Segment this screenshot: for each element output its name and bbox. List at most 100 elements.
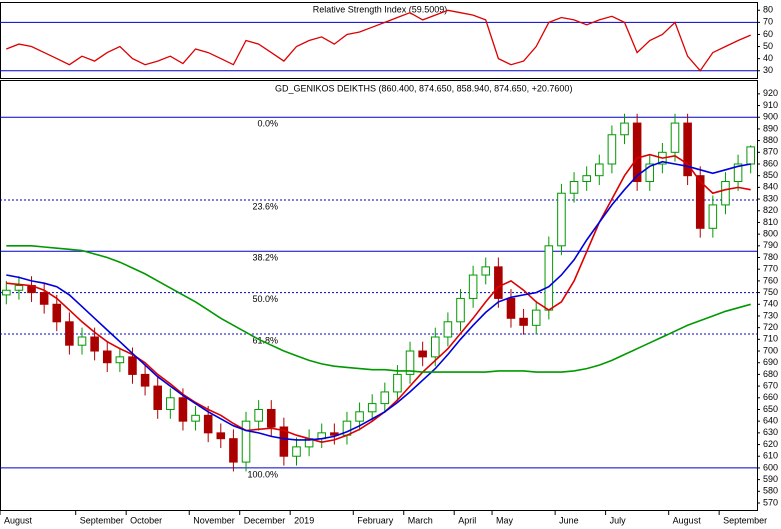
y-tick-label: 60 xyxy=(763,29,773,39)
x-tick-label: December xyxy=(244,515,286,525)
y-tick-label: 790 xyxy=(763,240,778,250)
y-tick-label: 630 xyxy=(763,427,778,437)
y-tick-label: 910 xyxy=(763,100,778,110)
fib-label: 0.0% xyxy=(257,119,278,129)
rsi-title: Relative Strength Index (59.5009) xyxy=(313,4,448,14)
x-tick-label: June xyxy=(559,515,579,525)
candle-body xyxy=(733,163,743,183)
candle-body xyxy=(531,309,541,326)
candle-body xyxy=(254,408,263,422)
y-tick-label: 640 xyxy=(763,416,778,426)
price-panel xyxy=(0,80,758,511)
candle-body xyxy=(582,175,591,183)
x-tick-label: April xyxy=(458,515,476,525)
candle-body xyxy=(14,285,24,291)
candle-body xyxy=(430,336,440,358)
y-tick-label: 50 xyxy=(763,41,773,51)
candle-body xyxy=(557,192,566,247)
y-tick-label: 620 xyxy=(763,439,778,449)
y-tick-label: 710 xyxy=(763,334,778,344)
y-tick-label: 830 xyxy=(763,193,778,203)
candle-body xyxy=(405,350,415,375)
y-tick-label: 70 xyxy=(763,17,773,27)
rsi-line xyxy=(6,9,751,72)
candle-body xyxy=(494,266,503,299)
candle-body xyxy=(2,289,11,296)
candle-body xyxy=(115,356,125,364)
x-tick-label: March xyxy=(408,515,433,525)
y-tick-label: 40 xyxy=(763,53,773,63)
candle-body xyxy=(695,175,705,229)
candle-body xyxy=(620,122,629,136)
candle-body xyxy=(721,181,730,206)
fib-label: 61.8% xyxy=(252,335,278,345)
candle-body xyxy=(166,397,175,410)
candle-body xyxy=(393,373,402,393)
candle-body xyxy=(519,317,528,326)
candle-body xyxy=(241,420,251,463)
x-tick-label: February xyxy=(357,515,394,525)
candle-body xyxy=(670,122,680,153)
candle-body xyxy=(65,321,74,346)
y-tick-label: 610 xyxy=(763,451,778,461)
y-tick-label: 660 xyxy=(763,392,778,402)
y-tick-label: 740 xyxy=(763,299,778,309)
y-tick-label: 570 xyxy=(763,497,778,507)
candle-body xyxy=(266,408,276,428)
y-tick-label: 720 xyxy=(763,322,778,332)
x-tick-label: July xyxy=(610,515,627,525)
y-tick-label: 770 xyxy=(763,264,778,274)
y-tick-label: 920 xyxy=(763,88,778,98)
candle-body xyxy=(330,432,339,436)
y-tick-label: 840 xyxy=(763,182,778,192)
y-tick-label: 650 xyxy=(763,404,778,414)
candle-body xyxy=(153,385,162,410)
fib-label: 50.0% xyxy=(252,294,278,304)
x-tick-label: 2019 xyxy=(294,515,314,525)
rsi-panel xyxy=(0,2,758,79)
candle-body xyxy=(468,274,478,299)
y-tick-label: 730 xyxy=(763,310,778,320)
y-tick-label: 800 xyxy=(763,229,778,239)
moving-average xyxy=(6,153,751,444)
y-tick-label: 820 xyxy=(763,205,778,215)
candle-body xyxy=(39,292,49,305)
x-tick-label: August xyxy=(673,515,702,525)
candle-body xyxy=(607,134,617,165)
fib-label: 38.2% xyxy=(252,253,278,263)
moving-average xyxy=(6,245,751,373)
candle-body xyxy=(128,356,137,375)
candle-body xyxy=(90,336,99,352)
y-tick-label: 890 xyxy=(763,123,778,133)
candle-body xyxy=(102,350,112,364)
x-tick-label: October xyxy=(130,515,162,525)
y-tick-label: 30 xyxy=(763,65,773,75)
candle-body xyxy=(367,403,377,413)
candle-body xyxy=(683,122,692,177)
x-tick-label: September xyxy=(723,515,767,525)
y-tick-label: 590 xyxy=(763,474,778,484)
candle-body xyxy=(216,432,226,440)
candle-body xyxy=(481,266,491,276)
candle-body xyxy=(708,204,718,229)
y-tick-label: 670 xyxy=(763,380,778,390)
y-tick-label: 860 xyxy=(763,158,778,168)
fib-label: 100.0% xyxy=(247,469,278,479)
candle-body xyxy=(569,181,579,194)
y-tick-label: 760 xyxy=(763,275,778,285)
y-tick-label: 750 xyxy=(763,287,778,297)
candle-body xyxy=(279,426,289,457)
x-tick-label: November xyxy=(193,515,235,525)
y-tick-label: 580 xyxy=(763,486,778,496)
y-tick-label: 810 xyxy=(763,217,778,227)
candle-body xyxy=(632,122,642,183)
y-tick-label: 850 xyxy=(763,170,778,180)
y-tick-label: 700 xyxy=(763,345,778,355)
candle-body xyxy=(191,414,200,422)
y-tick-label: 780 xyxy=(763,252,778,262)
candle-body xyxy=(229,438,238,463)
y-tick-label: 870 xyxy=(763,147,778,157)
x-tick-label: September xyxy=(80,515,124,525)
price-title: GD_GENIKOS DEIKTHS (860.400, 874.650, 85… xyxy=(275,83,572,93)
